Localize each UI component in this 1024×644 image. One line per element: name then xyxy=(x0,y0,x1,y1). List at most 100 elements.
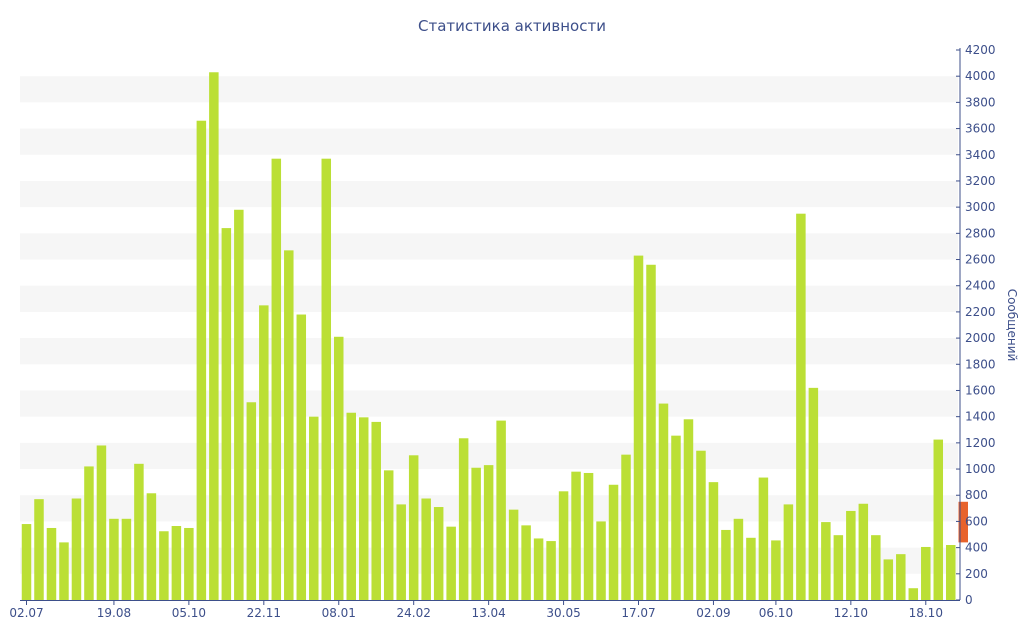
bar[interactable] xyxy=(159,531,169,600)
x-tick-label: 05.10 xyxy=(172,606,206,620)
bar[interactable] xyxy=(471,467,481,600)
bar[interactable] xyxy=(583,472,594,600)
bar[interactable] xyxy=(683,419,694,600)
bar[interactable] xyxy=(596,521,606,600)
bar[interactable] xyxy=(458,438,469,600)
bar[interactable] xyxy=(921,546,931,600)
bar[interactable] xyxy=(34,499,44,600)
bar[interactable] xyxy=(871,535,881,600)
bar[interactable] xyxy=(546,541,556,600)
bar[interactable] xyxy=(696,450,706,600)
bar[interactable] xyxy=(321,158,332,600)
bar[interactable] xyxy=(933,439,944,600)
bar[interactable] xyxy=(84,466,94,600)
bar[interactable] xyxy=(846,510,856,600)
bar[interactable] xyxy=(146,493,157,600)
bar[interactable] xyxy=(408,455,419,600)
bar[interactable] xyxy=(783,504,794,600)
y-tick-label: 1800 xyxy=(965,357,996,371)
grid-band xyxy=(20,285,958,312)
y-tick-label: 2200 xyxy=(965,305,996,319)
bar[interactable] xyxy=(658,403,669,600)
bar[interactable] xyxy=(446,526,456,600)
bar[interactable] xyxy=(171,526,182,600)
bar[interactable] xyxy=(633,255,644,600)
bar[interactable] xyxy=(46,527,57,600)
bar[interactable] xyxy=(708,482,719,600)
y-tick-label: 1200 xyxy=(965,436,996,450)
y-tick-label: 4000 xyxy=(965,69,996,83)
bar[interactable] xyxy=(496,420,506,600)
bar[interactable] xyxy=(334,336,344,600)
y-tick-label: 3800 xyxy=(965,95,996,109)
bar[interactable] xyxy=(21,524,32,600)
bar[interactable] xyxy=(821,522,831,600)
bar[interactable] xyxy=(608,484,619,600)
bar[interactable] xyxy=(259,305,269,600)
bar[interactable] xyxy=(371,421,381,600)
bar[interactable] xyxy=(346,412,356,600)
bar[interactable] xyxy=(533,538,544,600)
bar[interactable] xyxy=(234,209,244,600)
y-tick-label: 200 xyxy=(965,567,988,581)
bar[interactable] xyxy=(508,509,519,600)
bar[interactable] xyxy=(184,527,194,600)
bar[interactable] xyxy=(808,387,819,600)
y-tick-label: 400 xyxy=(965,541,988,555)
bar[interactable] xyxy=(284,250,294,600)
bar[interactable] xyxy=(421,498,431,600)
bar[interactable] xyxy=(59,542,69,600)
x-tick-label: 22.11 xyxy=(247,606,281,620)
bar[interactable] xyxy=(646,264,656,600)
x-tick-label: 19.08 xyxy=(97,606,131,620)
bar[interactable] xyxy=(134,463,144,600)
y-tick-label: 1600 xyxy=(965,383,996,397)
bar[interactable] xyxy=(858,503,869,600)
bar[interactable] xyxy=(833,535,844,600)
bar[interactable] xyxy=(383,470,394,600)
bar[interactable] xyxy=(309,416,319,600)
highlight-bar[interactable] xyxy=(958,501,969,543)
bar[interactable] xyxy=(883,559,894,600)
x-tick-label: 08.01 xyxy=(322,606,356,620)
bar[interactable] xyxy=(908,588,919,600)
bar[interactable] xyxy=(221,228,232,600)
bar[interactable] xyxy=(621,454,631,600)
x-tick-label: 02.09 xyxy=(696,606,730,620)
y-tick-label: 2600 xyxy=(965,253,996,267)
bar[interactable] xyxy=(96,445,107,600)
grid-band xyxy=(20,338,958,365)
bar[interactable] xyxy=(209,72,219,600)
bar[interactable] xyxy=(483,465,494,600)
bar[interactable] xyxy=(896,554,906,600)
bar[interactable] xyxy=(121,518,132,600)
bar[interactable] xyxy=(271,158,282,600)
bar[interactable] xyxy=(196,120,207,600)
bar[interactable] xyxy=(558,491,569,600)
bar[interactable] xyxy=(521,525,531,600)
y-tick-label: 3600 xyxy=(965,122,996,136)
chart-title: Статистика активности xyxy=(418,17,606,35)
bar[interactable] xyxy=(396,504,406,600)
bar[interactable] xyxy=(758,477,769,600)
bar[interactable] xyxy=(571,471,581,600)
bar[interactable] xyxy=(746,537,756,600)
bar[interactable] xyxy=(721,529,731,600)
bar[interactable] xyxy=(109,518,119,600)
bar[interactable] xyxy=(946,545,956,600)
bar[interactable] xyxy=(771,540,781,600)
x-tick-label: 24.02 xyxy=(397,606,431,620)
bar[interactable] xyxy=(358,417,369,600)
x-tick-label: 18.10 xyxy=(909,606,943,620)
x-axis: 02.07 19.08 05.10 22.11 08.01 24.02 13.04 30.05… xyxy=(9,600,960,620)
bar[interactable] xyxy=(296,314,307,600)
y-tick-label: 800 xyxy=(965,488,988,502)
bar[interactable] xyxy=(733,518,744,600)
bar[interactable] xyxy=(71,498,82,600)
bar[interactable] xyxy=(433,507,444,600)
y-tick-label: 3200 xyxy=(965,174,996,188)
bar[interactable] xyxy=(796,213,806,600)
bar[interactable] xyxy=(671,435,681,600)
bar[interactable] xyxy=(246,402,257,600)
